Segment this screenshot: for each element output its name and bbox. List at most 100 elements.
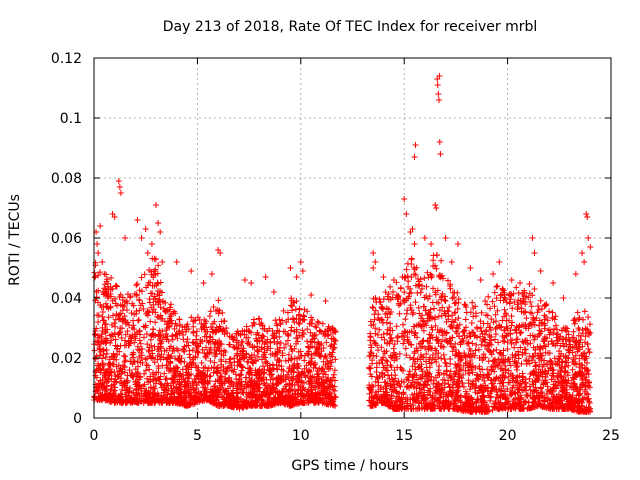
data-point (323, 339, 330, 346)
data-point (127, 394, 134, 401)
data-point (303, 362, 310, 369)
data-point (149, 350, 156, 357)
data-point (246, 368, 253, 375)
data-point (462, 316, 469, 323)
data-point (372, 307, 379, 314)
data-point (461, 350, 468, 357)
data-point (492, 325, 499, 332)
data-point (468, 354, 475, 361)
data-point (452, 340, 459, 347)
data-point (546, 308, 553, 315)
data-point (475, 346, 482, 353)
data-point (427, 273, 434, 280)
data-point (155, 262, 162, 269)
data-point (181, 388, 188, 395)
data-point (530, 344, 537, 351)
data-point (526, 353, 533, 360)
data-point (236, 375, 243, 382)
data-point (138, 288, 145, 295)
data-point (312, 323, 319, 330)
data-point (447, 368, 454, 375)
data-point (152, 256, 159, 263)
data-point (128, 398, 135, 405)
data-point (408, 405, 415, 412)
data-point (221, 347, 228, 354)
data-point (307, 387, 314, 394)
data-point (419, 338, 426, 345)
data-point (455, 299, 462, 306)
data-point (203, 344, 210, 351)
data-point (432, 389, 439, 396)
data-point (225, 385, 232, 392)
data-point (585, 346, 592, 353)
data-point (523, 337, 530, 344)
data-point (91, 331, 98, 338)
data-point (439, 304, 446, 311)
data-point (531, 286, 538, 293)
data-point (120, 352, 127, 359)
data-point (165, 338, 172, 345)
data-point (238, 381, 245, 388)
data-point (121, 358, 128, 365)
data-point (172, 331, 179, 338)
data-point (521, 346, 528, 353)
data-point (440, 351, 447, 358)
data-point (584, 391, 591, 398)
data-point (443, 367, 450, 374)
data-point (213, 308, 220, 315)
data-point (304, 326, 311, 333)
data-point (429, 352, 436, 359)
data-point (205, 365, 212, 372)
data-point (212, 340, 219, 347)
data-point (106, 398, 113, 405)
data-point (388, 392, 395, 399)
data-point (99, 309, 106, 316)
data-point (146, 366, 153, 373)
data-point (424, 269, 431, 276)
data-point (163, 364, 170, 371)
data-point (503, 323, 510, 330)
data-point (487, 305, 494, 312)
data-point (402, 316, 409, 323)
data-point (254, 348, 261, 355)
data-point (426, 388, 433, 395)
data-point (191, 378, 198, 385)
data-point (495, 399, 502, 406)
data-point (513, 374, 520, 381)
data-point (571, 338, 578, 345)
data-point (486, 371, 493, 378)
data-point (255, 315, 262, 322)
data-point (419, 317, 426, 324)
data-point (246, 341, 253, 348)
data-point (229, 333, 236, 340)
data-point (93, 294, 100, 301)
data-point (518, 300, 525, 307)
data-point (137, 359, 144, 366)
data-point (149, 290, 156, 297)
data-point (527, 320, 534, 327)
data-point (235, 345, 242, 352)
data-point (151, 293, 158, 300)
data-point (508, 322, 515, 329)
data-point (425, 387, 432, 394)
data-point (256, 316, 263, 323)
data-point (500, 352, 507, 359)
data-point (110, 381, 117, 388)
data-point (525, 294, 532, 301)
data-point (252, 357, 259, 364)
data-point (545, 395, 552, 402)
data-point (301, 357, 308, 364)
data-point (509, 337, 516, 344)
data-point (552, 378, 559, 385)
data-point (452, 328, 459, 335)
data-point (320, 344, 327, 351)
data-point (580, 316, 587, 323)
data-point (331, 367, 338, 374)
data-point (370, 395, 377, 402)
data-point (468, 395, 475, 402)
data-point (258, 320, 265, 327)
data-point (510, 382, 517, 389)
data-point (132, 366, 139, 373)
data-point (141, 370, 148, 377)
data-point (526, 281, 533, 288)
